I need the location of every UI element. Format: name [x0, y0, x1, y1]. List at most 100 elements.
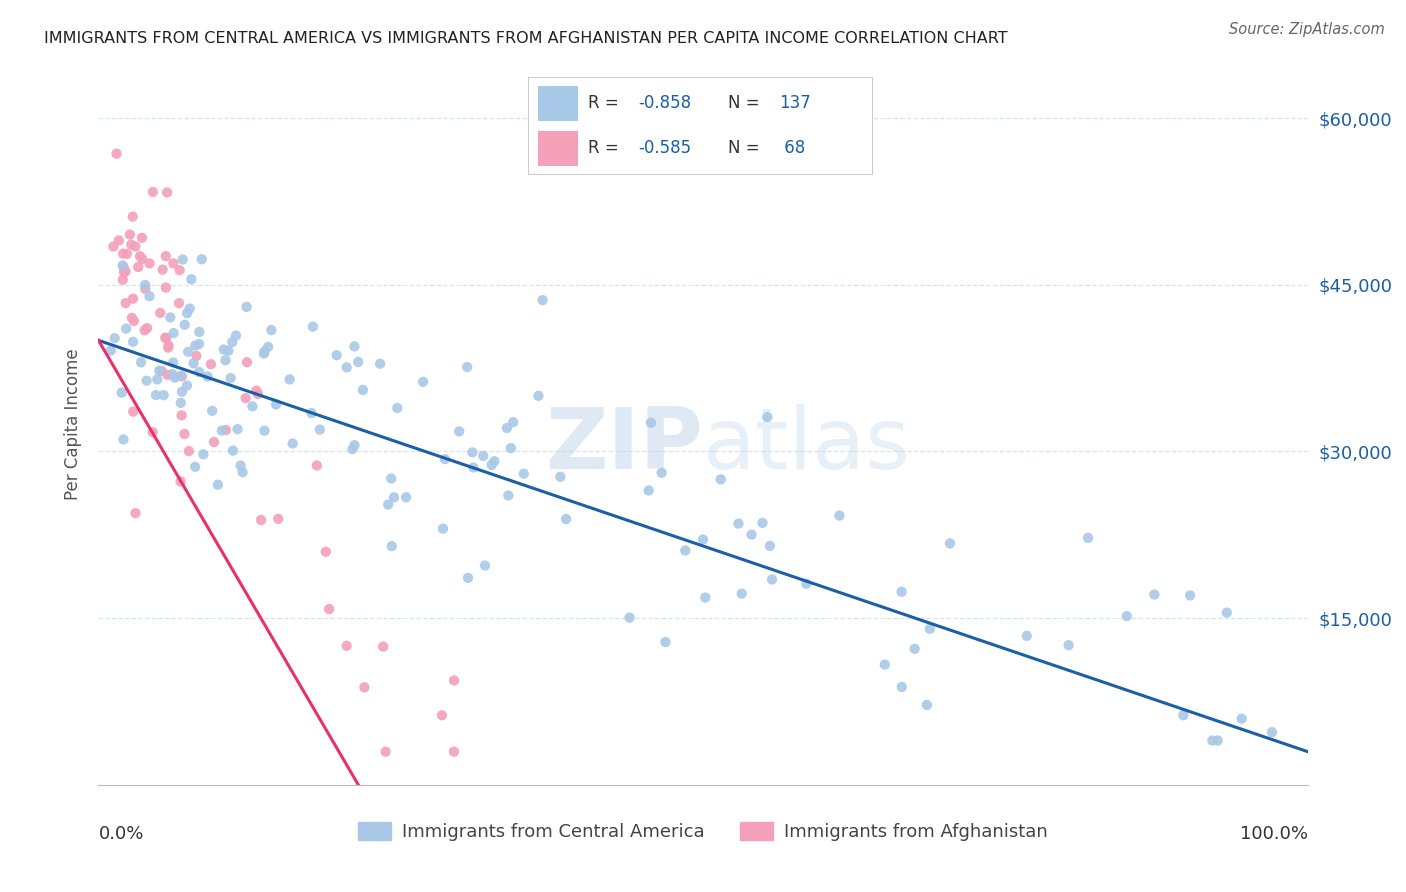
Point: [177, 444, 200, 458]
Point: [373, 640, 395, 654]
Point: [225, 328, 247, 343]
Point: [121, 310, 143, 325]
Point: [149, 306, 172, 320]
Point: [318, 602, 340, 616]
Point: [172, 252, 194, 267]
Point: [157, 338, 180, 352]
Point: [278, 372, 301, 386]
Point: [122, 314, 145, 328]
Text: ZIP: ZIP: [546, 404, 703, 487]
Point: [118, 227, 141, 242]
Point: [115, 247, 138, 261]
Point: [124, 239, 146, 253]
Point: [449, 425, 471, 439]
Point: [654, 635, 676, 649]
Point: [395, 490, 418, 504]
Point: [129, 249, 152, 263]
Point: [761, 573, 783, 587]
Text: Source: ZipAtlas.com: Source: ZipAtlas.com: [1229, 22, 1385, 37]
Point: [105, 146, 128, 161]
Point: [472, 449, 495, 463]
Point: [253, 346, 276, 360]
Point: [122, 405, 145, 419]
Point: [180, 272, 202, 286]
Point: [673, 543, 696, 558]
Point: [513, 467, 536, 481]
Point: [222, 443, 245, 458]
Point: [152, 388, 174, 402]
Point: [1143, 587, 1166, 601]
Point: [637, 483, 659, 498]
Point: [1057, 638, 1080, 652]
Point: [904, 641, 927, 656]
Point: [1201, 733, 1223, 747]
Point: [104, 331, 127, 345]
Point: [499, 441, 522, 455]
Point: [184, 459, 207, 474]
Point: [1230, 712, 1253, 726]
Point: [162, 355, 184, 369]
Point: [550, 470, 572, 484]
Point: [207, 477, 229, 491]
Point: [193, 447, 215, 461]
Y-axis label: Per Capita Income: Per Capita Income: [63, 348, 82, 500]
Point: [253, 424, 276, 438]
Point: [336, 360, 359, 375]
Point: [124, 506, 146, 520]
Point: [131, 252, 153, 266]
Point: [387, 401, 409, 415]
Point: [828, 508, 851, 523]
Point: [112, 265, 135, 279]
Point: [461, 445, 484, 459]
Point: [134, 282, 156, 296]
Point: [481, 458, 503, 472]
Point: [484, 454, 506, 468]
Point: [155, 331, 177, 345]
Point: [155, 280, 177, 294]
Point: [114, 296, 136, 310]
Point: [197, 369, 219, 384]
Point: [457, 571, 479, 585]
Point: [170, 409, 193, 423]
Point: [245, 384, 267, 398]
Point: [188, 325, 211, 339]
Point: [246, 387, 269, 401]
Point: [260, 323, 283, 337]
Point: [219, 371, 242, 385]
Point: [202, 434, 225, 449]
Point: [281, 436, 304, 450]
Point: [138, 256, 160, 270]
Point: [169, 263, 191, 277]
Point: [215, 423, 238, 437]
Point: [115, 321, 138, 335]
Point: [1173, 708, 1195, 723]
Point: [253, 344, 276, 359]
Point: [890, 680, 912, 694]
Point: [188, 337, 211, 351]
Point: [201, 404, 224, 418]
Point: [343, 438, 366, 452]
Point: [443, 745, 465, 759]
Point: [1178, 589, 1201, 603]
Point: [433, 452, 456, 467]
Point: [302, 319, 325, 334]
Point: [186, 349, 208, 363]
Text: 0.0%: 0.0%: [98, 825, 143, 843]
Point: [527, 389, 550, 403]
Point: [308, 423, 330, 437]
Point: [217, 343, 239, 358]
Point: [211, 424, 233, 438]
Point: [432, 522, 454, 536]
Point: [1261, 725, 1284, 739]
Point: [619, 610, 641, 624]
Point: [156, 368, 179, 382]
Point: [155, 331, 177, 345]
Point: [169, 368, 191, 383]
Point: [1115, 609, 1137, 624]
Point: [173, 318, 195, 332]
Point: [232, 465, 254, 479]
Point: [136, 321, 159, 335]
Point: [179, 301, 201, 316]
Point: [111, 259, 134, 273]
Point: [727, 516, 749, 531]
